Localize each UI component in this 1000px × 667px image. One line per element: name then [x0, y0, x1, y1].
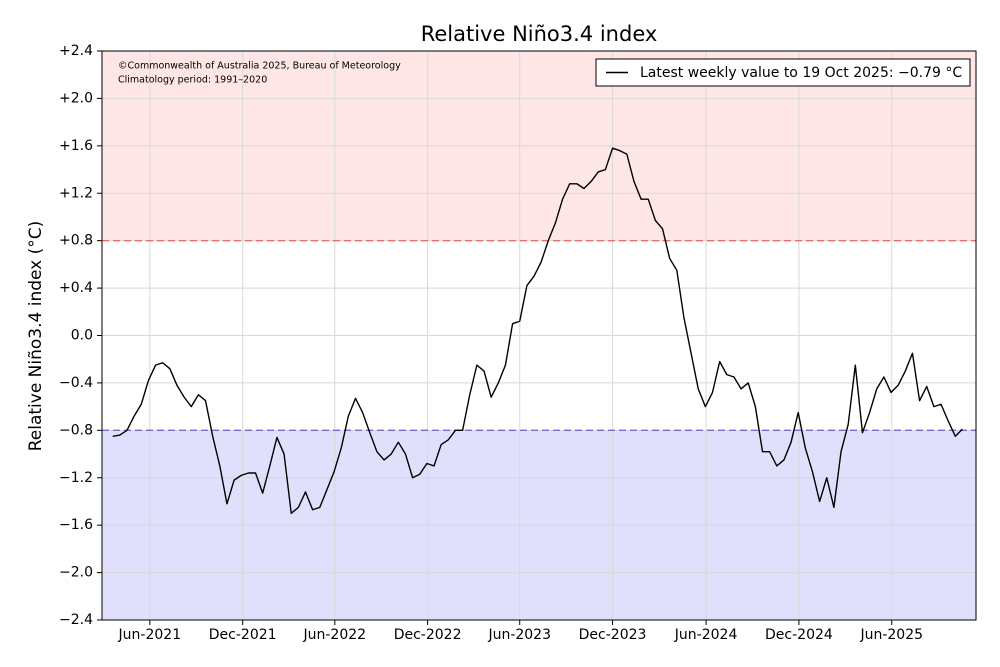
y-tick-label: −0.8 [59, 422, 93, 438]
x-tick-label: Dec-2024 [765, 627, 833, 643]
legend: Latest weekly value to 19 Oct 2025: −0.7… [595, 58, 971, 87]
x-tick-label: Jun-2022 [302, 627, 366, 643]
x-tick-label: Dec-2021 [209, 627, 277, 643]
y-tick-label: −1.6 [59, 517, 93, 533]
y-tick-label: −2.4 [59, 612, 93, 628]
y-axis-label: Relative Niño3.4 index (°C) [26, 221, 46, 452]
y-tick-label: +1.6 [59, 138, 93, 154]
legend-box [595, 58, 971, 87]
plot-frame [101, 50, 977, 621]
x-tick-label: Dec-2023 [579, 627, 647, 643]
y-tick-label: +2.4 [59, 43, 93, 59]
x-tick-label: Jun-2024 [674, 627, 738, 643]
chart-title: Relative Niño3.4 index [421, 22, 658, 46]
x-tick-label: Jun-2023 [487, 627, 551, 643]
data-line [112, 147, 963, 515]
y-tick-label: 0.0 [71, 328, 93, 344]
y-tick-label: +2.0 [59, 90, 93, 106]
legend-label: Latest weekly value to 19 Oct 2025: −0.7… [640, 65, 962, 81]
annotation: ©Commonwealth of Australia 2025, Bureau … [118, 61, 401, 72]
annotation: Climatology period: 1991–2020 [118, 75, 267, 86]
y-tick-label: +0.4 [59, 280, 93, 296]
y-tick-label: +0.8 [59, 233, 93, 249]
y-tick-label: −0.4 [59, 375, 93, 391]
y-tick-label: −2.0 [59, 565, 93, 581]
x-tick-label: Dec-2022 [394, 627, 462, 643]
x-tick-label: Jun-2021 [118, 627, 182, 643]
y-tick-label: +1.2 [59, 185, 93, 201]
x-tick-label: Jun-2025 [859, 627, 923, 643]
y-tick-label: −1.2 [59, 470, 93, 486]
